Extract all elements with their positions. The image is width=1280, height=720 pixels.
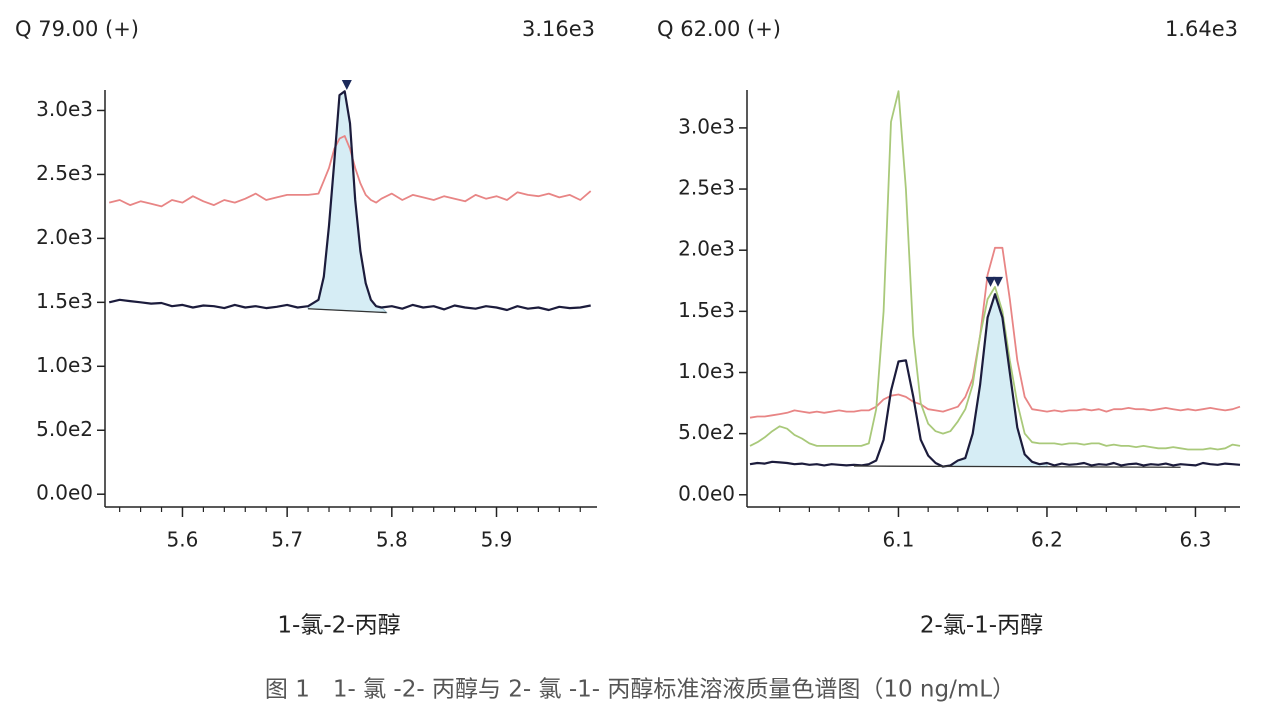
y-tick-label: 1.0e3: [36, 353, 93, 377]
y-tick-label: 1.5e3: [678, 298, 735, 322]
peak-baseline: [853, 465, 1181, 468]
chart-title: Q 79.00 (+): [15, 17, 139, 41]
chart-caption: 2-氯-1-丙醇: [920, 613, 1043, 639]
trace: [749, 246, 1241, 419]
x-tick-label: 5.8: [376, 528, 408, 552]
y-tick-label: 5.0e2: [678, 420, 735, 444]
max-intensity: 3.16e3: [522, 17, 595, 41]
x-tick-label: 6.1: [883, 528, 915, 552]
y-tick-label: 1.5e3: [36, 289, 93, 313]
x-tick-label: 6.3: [1180, 528, 1212, 552]
figure-caption: 图 1 1- 氯 -2- 丙醇与 2- 氯 -1- 丙醇标准溶液质量色谱图（10…: [265, 677, 1015, 703]
chart-title: Q 62.00 (+): [657, 17, 781, 41]
y-tick-label: 3.0e3: [36, 97, 93, 121]
y-tick-label: 0.0e0: [678, 481, 735, 505]
trace: [108, 90, 591, 312]
y-tick-label: 3.0e3: [678, 114, 735, 138]
y-tick-label: 2.5e3: [36, 161, 93, 185]
trace: [749, 90, 1241, 451]
y-tick-label: 5.0e2: [36, 417, 93, 441]
apex-marker: [992, 276, 1003, 287]
trace: [108, 135, 592, 208]
trace: [749, 293, 1241, 468]
x-tick-label: 5.6: [167, 528, 199, 552]
x-tick-label: 5.9: [481, 528, 513, 552]
y-tick-label: 2.5e3: [678, 176, 735, 200]
x-tick-label: 5.7: [271, 528, 303, 552]
apex-marker: [985, 276, 996, 287]
y-tick-label: 2.0e3: [678, 237, 735, 261]
y-tick-label: 1.0e3: [678, 359, 735, 383]
peak-baseline: [308, 308, 387, 314]
chart-caption: 1-氯-2-丙醇: [277, 613, 400, 639]
y-tick-label: 0.0e0: [36, 481, 93, 505]
x-tick-label: 6.2: [1031, 528, 1063, 552]
apex-marker: [341, 80, 352, 90]
y-tick-label: 2.0e3: [36, 225, 93, 249]
max-intensity: 1.64e3: [1165, 17, 1238, 41]
